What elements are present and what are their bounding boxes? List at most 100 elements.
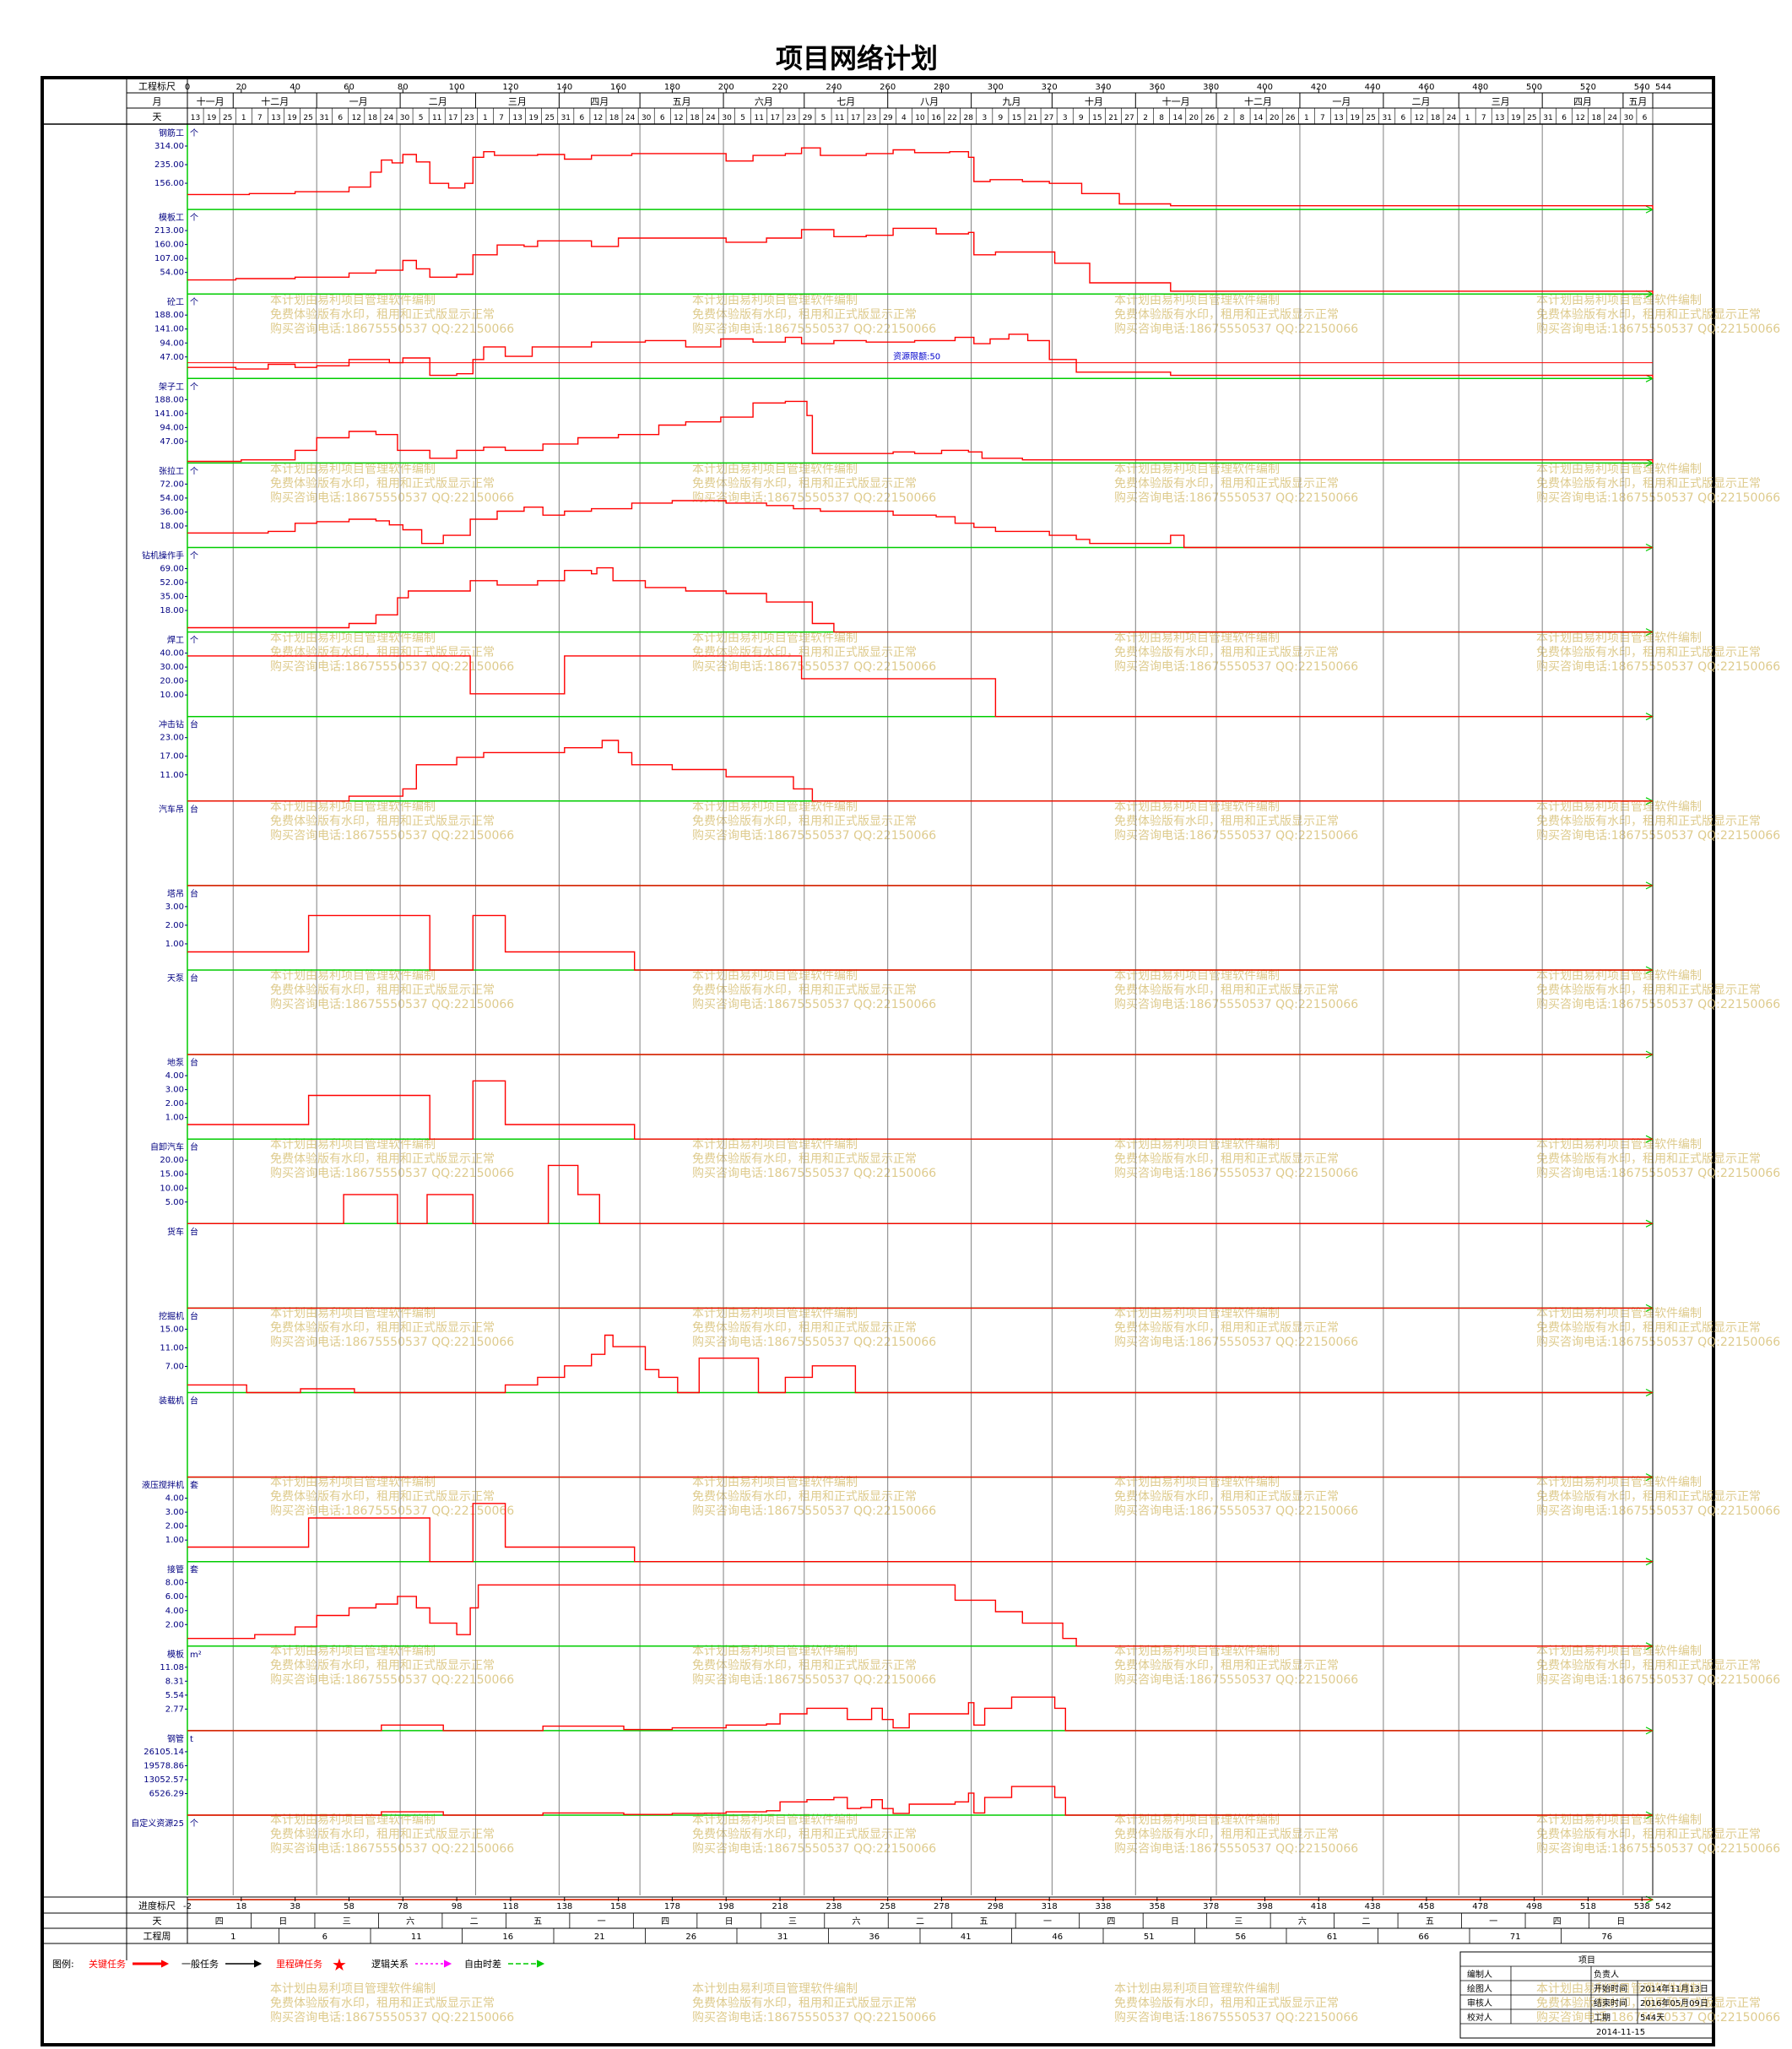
watermark-text: 购买咨询电话:18675550537 QQ:22150066 bbox=[270, 323, 514, 336]
watermark-text: 本计划由易利项目管理软件编制 bbox=[1536, 294, 1702, 307]
watermark-text: 本计划由易利项目管理软件编制 bbox=[1536, 969, 1702, 983]
resource-profile-line bbox=[187, 1503, 1653, 1563]
y-tick-label: 11.00 bbox=[160, 1343, 184, 1352]
day-label: 28 bbox=[964, 114, 974, 122]
y-tick-label: 188.00 bbox=[154, 311, 184, 320]
watermark-text: 免费体验版有水印，租用和正式版显示正常 bbox=[270, 477, 495, 491]
scale-tick-label: 420 bbox=[1311, 83, 1327, 92]
y-tick-label: 1.00 bbox=[165, 1114, 184, 1123]
weekday-label: 五 bbox=[1426, 1917, 1434, 1927]
month-label: 二月 bbox=[1412, 96, 1431, 107]
watermark-text: 免费体验版有水印，租用和正式版显示正常 bbox=[270, 1152, 495, 1166]
resource-profile-line bbox=[187, 1584, 1653, 1647]
resource-unit: 个 bbox=[190, 636, 198, 646]
day-label: 2 bbox=[1224, 114, 1229, 122]
watermark-layer: 本计划由易利项目管理软件编制免费体验版有水印，租用和正式版显示正常购买咨询电话:… bbox=[270, 294, 1780, 2025]
y-tick-label: 4.00 bbox=[165, 1071, 184, 1081]
watermark-text: 免费体验版有水印，租用和正式版显示正常 bbox=[270, 308, 495, 322]
weekday-label: 六 bbox=[1298, 1916, 1307, 1927]
watermark-text: 购买咨询电话:18675550537 QQ:22150066 bbox=[1536, 998, 1780, 1011]
weekday-label: 二 bbox=[1362, 1917, 1370, 1927]
y-tick-label: 6.00 bbox=[165, 1592, 184, 1602]
resource-name: 砼工 bbox=[167, 296, 184, 307]
watermark-text: 购买咨询电话:18675550537 QQ:22150066 bbox=[692, 1167, 936, 1180]
resource-name: 货车 bbox=[167, 1226, 184, 1237]
resource-row: 汽车吊台 bbox=[159, 804, 1654, 890]
day-label: 31 bbox=[1543, 114, 1552, 122]
day-label: 21 bbox=[1108, 114, 1118, 122]
outer-frame bbox=[41, 76, 1715, 2046]
progress-tick-label: 498 bbox=[1526, 1902, 1542, 1911]
legend-label: 里程碑任务 bbox=[276, 1959, 322, 1970]
watermark-text: 购买咨询电话:18675550537 QQ:22150066 bbox=[692, 1504, 936, 1518]
watermark-text: 免费体验版有水印，租用和正式版显示正常 bbox=[270, 1828, 495, 1841]
watermark-text: 购买咨询电话:18675550537 QQ:22150066 bbox=[692, 1336, 936, 1349]
day-label: 11 bbox=[432, 114, 441, 122]
watermark-text: 免费体验版有水印，租用和正式版显示正常 bbox=[1114, 477, 1339, 491]
legend-label: 一般任务 bbox=[181, 1959, 219, 1970]
day-label: 7 bbox=[499, 114, 504, 122]
watermark-text: 购买咨询电话:18675550537 QQ:22150066 bbox=[270, 1842, 514, 1856]
watermark-text: 免费体验版有水印，租用和正式版显示正常 bbox=[1114, 1659, 1339, 1672]
day-label: 15 bbox=[1092, 114, 1102, 122]
week-label: 56 bbox=[1235, 1932, 1246, 1942]
progress-tick-label: 78 bbox=[398, 1902, 409, 1911]
resource-profile-line bbox=[187, 1080, 1653, 1140]
resource-unit: 台 bbox=[190, 804, 198, 815]
progress-tick-label: 538 bbox=[1634, 1902, 1650, 1911]
scale-tick-label: 300 bbox=[988, 83, 1004, 92]
week-label: 21 bbox=[594, 1932, 605, 1942]
watermark-text: 本计划由易利项目管理软件编制 bbox=[692, 463, 858, 476]
y-tick-label: 94.00 bbox=[160, 339, 184, 348]
day-label: 14 bbox=[1173, 114, 1183, 122]
day-label: 14 bbox=[1253, 114, 1264, 122]
y-tick-label: 18.00 bbox=[160, 606, 184, 615]
month-label: 三月 bbox=[508, 96, 527, 107]
day-label: 3 bbox=[1063, 114, 1068, 122]
scale-tick-label: 20 bbox=[236, 83, 246, 92]
day-label: 25 bbox=[1366, 114, 1375, 122]
week-label: 61 bbox=[1327, 1932, 1338, 1942]
day-label: 6 bbox=[1400, 114, 1405, 122]
watermark-text: 购买咨询电话:18675550537 QQ:22150066 bbox=[1114, 829, 1358, 843]
month-label: 六月 bbox=[755, 96, 773, 107]
milestone-star-icon: ★ bbox=[332, 1954, 347, 1975]
progress-tick-label: 118 bbox=[502, 1902, 518, 1911]
scale-tick-label: 200 bbox=[718, 83, 734, 92]
resource-unit: 台 bbox=[190, 1310, 198, 1321]
day-label: 6 bbox=[338, 114, 343, 122]
y-tick-label: 17.00 bbox=[160, 752, 184, 762]
watermark-text: 免费体验版有水印，租用和正式版显示正常 bbox=[1536, 477, 1761, 491]
resource-profile-line bbox=[187, 1334, 1653, 1394]
resource-row: 焊工 个 40.00 30.00 20.00 10.00 bbox=[160, 636, 1654, 721]
month-label: 一月 bbox=[349, 96, 368, 107]
watermark-text: 购买咨询电话:18675550537 QQ:22150066 bbox=[1114, 1336, 1358, 1349]
watermark-text: 购买咨询电话:18675550537 QQ:22150066 bbox=[270, 491, 514, 505]
watermark-text: 购买咨询电话:18675550537 QQ:22150066 bbox=[270, 1336, 514, 1349]
resource-name: 自定义资源25 bbox=[131, 1818, 184, 1829]
info-date: 2014-11-15 bbox=[1596, 2028, 1645, 2037]
watermark-text: 购买咨询电话:18675550537 QQ:22150066 bbox=[270, 1673, 514, 1687]
weekday-label: 日 bbox=[725, 1917, 734, 1927]
watermark-text: 免费体验版有水印，租用和正式版显示正常 bbox=[1114, 308, 1339, 322]
resource-row: 架子工 个 188.00 141.00 94.00 47.00 bbox=[154, 382, 1654, 467]
watermark-text: 本计划由易利项目管理软件编制 bbox=[270, 1813, 436, 1827]
y-tick-label: 2.77 bbox=[165, 1705, 184, 1714]
watermark-text: 购买咨询电话:18675550537 QQ:22150066 bbox=[692, 1673, 936, 1687]
watermark-text: 购买咨询电话:18675550537 QQ:22150066 bbox=[1114, 998, 1358, 1011]
progress-tick-label: 138 bbox=[556, 1902, 572, 1911]
scale-tick-label: 160 bbox=[610, 83, 626, 92]
watermark-text: 本计划由易利项目管理软件编制 bbox=[692, 1813, 858, 1827]
resource-row: 货车台 bbox=[167, 1226, 1654, 1312]
resource-name: 天泵 bbox=[167, 973, 184, 984]
resource-name: 焊工 bbox=[167, 636, 184, 646]
day-label: 10 bbox=[915, 114, 925, 122]
resource-unit: 个 bbox=[190, 297, 198, 307]
day-label: 12 bbox=[1575, 114, 1584, 122]
day-label: 5 bbox=[419, 114, 424, 122]
scale-tick-label: 140 bbox=[556, 83, 572, 92]
progress-tick-label: 258 bbox=[880, 1902, 896, 1911]
day-label: 24 bbox=[706, 114, 716, 122]
watermark-text: 购买咨询电话:18675550537 QQ:22150066 bbox=[1536, 1167, 1780, 1180]
